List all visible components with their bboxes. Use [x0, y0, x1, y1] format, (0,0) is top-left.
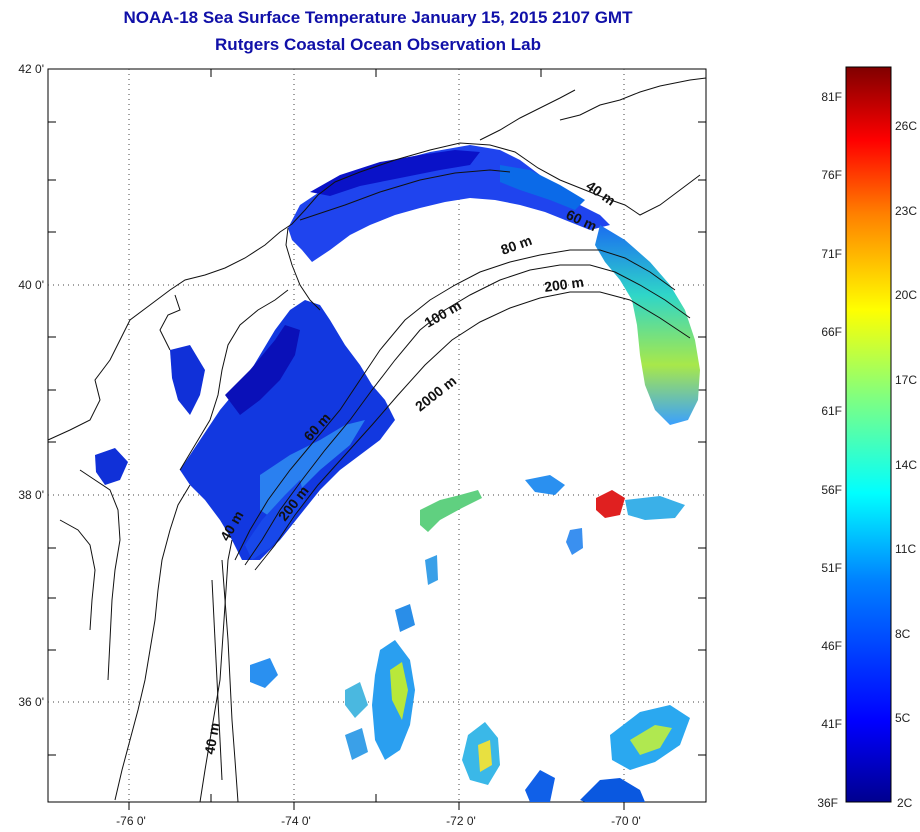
cb-f-label: 76F — [821, 168, 842, 182]
lat-label: 38 0' — [18, 488, 44, 502]
lon-label: -72 0' — [446, 814, 476, 828]
lat-label: 40 0' — [18, 278, 44, 292]
cb-f-label: 56F — [821, 483, 842, 497]
colorbar-fahrenheit-labels: 81F 76F 71F 66F 61F 56F 51F 46F 41F 36F — [817, 90, 842, 810]
cb-c-label: 5C — [895, 711, 911, 725]
bathymetry-contours — [211, 249, 691, 803]
cb-c-label: 23C — [895, 204, 917, 218]
cb-f-label: 51F — [821, 561, 842, 575]
latitude-labels: 42 0' 40 0' 38 0' 36 0' — [18, 62, 44, 709]
cb-f-label: 81F — [821, 90, 842, 104]
cb-f-label: 61F — [821, 404, 842, 418]
cb-c-label: 17C — [895, 373, 917, 387]
cb-c-label: 26C — [895, 119, 917, 133]
sst-patch-midatlantic — [180, 300, 395, 560]
colorbar-gradient — [845, 66, 892, 803]
lat-label: 36 0' — [18, 695, 44, 709]
sst-patch-south-4 — [525, 770, 555, 802]
sst-data — [95, 145, 700, 802]
colorbar: 81F 76F 71F 66F 61F 56F 51F 46F 41F 36F … — [817, 66, 917, 810]
contour-label: 200 m — [543, 274, 585, 295]
cb-f-label: 36F — [817, 796, 838, 810]
cb-f-label: 46F — [821, 639, 842, 653]
cb-c-label: 20C — [895, 288, 917, 302]
cb-f-label: 71F — [821, 247, 842, 261]
coastline — [47, 77, 707, 803]
lon-label: -74 0' — [281, 814, 311, 828]
colorbar-celsius-labels: 26C 23C 20C 17C 14C 11C 8C 5C 2C — [895, 119, 917, 810]
cb-c-label: 2C — [897, 796, 913, 810]
tick-marks — [48, 69, 706, 810]
contour-label: 40 m — [201, 721, 222, 755]
cb-f-label: 41F — [821, 717, 842, 731]
cb-c-label: 14C — [895, 458, 917, 472]
lat-label: 42 0' — [18, 62, 44, 76]
lon-label: -70 0' — [611, 814, 641, 828]
map-title: NOAA-18 Sea Surface Temperature January … — [123, 8, 633, 27]
map-subtitle: Rutgers Coastal Ocean Observation Lab — [215, 35, 541, 54]
cb-f-label: 66F — [821, 325, 842, 339]
cb-c-label: 11C — [895, 542, 916, 556]
graticule — [48, 69, 706, 802]
lon-label: -76 0' — [116, 814, 146, 828]
cb-c-label: 8C — [895, 627, 911, 641]
longitude-labels: -76 0' -74 0' -72 0' -70 0' — [116, 814, 641, 828]
